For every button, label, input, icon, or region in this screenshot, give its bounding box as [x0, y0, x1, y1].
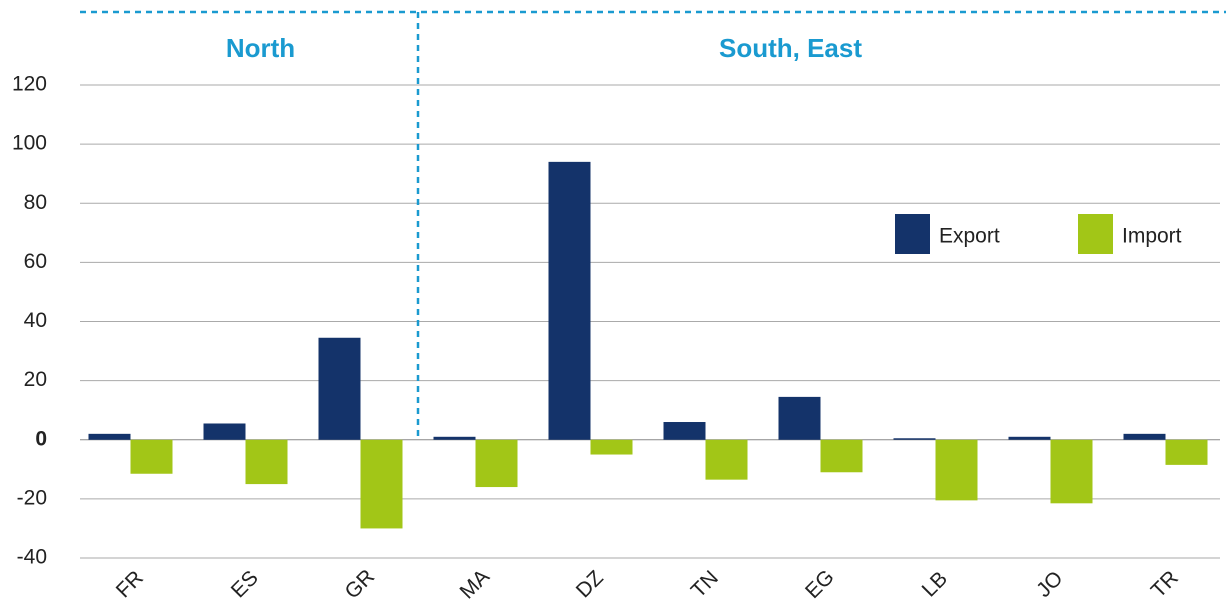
- legend-label: Export: [939, 225, 1000, 248]
- bar: [203, 423, 246, 440]
- bar: [935, 439, 978, 501]
- group-label: South, East: [719, 33, 862, 63]
- bar: [548, 161, 591, 440]
- x-tick-label: TN: [687, 566, 723, 602]
- y-tick-label: 60: [24, 250, 47, 273]
- bar: [475, 439, 518, 488]
- x-tick-label: ES: [227, 566, 263, 602]
- bar: [318, 337, 361, 440]
- bar: [705, 439, 748, 480]
- x-tick-label: FR: [112, 566, 148, 602]
- y-tick-label: -40: [17, 546, 47, 569]
- bar: [1123, 433, 1166, 440]
- x-tick-label: GR: [341, 565, 380, 604]
- x-tick-label: MA: [456, 565, 495, 604]
- y-tick-label: 40: [24, 309, 47, 332]
- y-tick-label: 80: [24, 191, 47, 214]
- x-tick-label: LB: [918, 567, 952, 601]
- bar: [433, 436, 476, 440]
- legend-swatch: [1078, 214, 1113, 254]
- x-tick-label: JO: [1032, 567, 1067, 602]
- bar: [1165, 439, 1208, 465]
- bar: [663, 422, 706, 440]
- legend-swatch: [895, 214, 930, 254]
- x-tick-label: TR: [1147, 566, 1183, 602]
- bar: [130, 439, 173, 474]
- bar: [1008, 436, 1051, 440]
- legend-label: Import: [1122, 225, 1182, 248]
- bar: [893, 438, 936, 440]
- y-tick-label: 100: [12, 132, 47, 155]
- bar: [88, 433, 131, 440]
- y-tick-label: 0: [35, 427, 47, 450]
- bar: [360, 439, 403, 529]
- bar: [245, 439, 288, 485]
- y-tick-label: -20: [17, 486, 47, 509]
- x-tick-label: EG: [801, 565, 839, 603]
- y-tick-label: 120: [12, 73, 47, 96]
- x-tick-label: DZ: [572, 566, 608, 602]
- y-tick-label: 20: [24, 368, 47, 391]
- bar: [778, 396, 821, 440]
- bar: [1050, 439, 1093, 504]
- bar: [820, 439, 863, 473]
- group-label: North: [226, 33, 295, 63]
- bar: [590, 439, 633, 455]
